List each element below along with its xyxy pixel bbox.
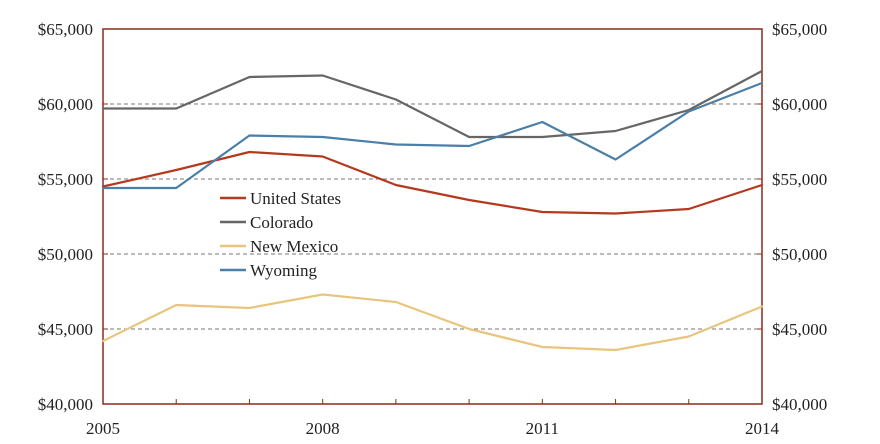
series-line-wyoming	[101, 81, 764, 190]
left-y-tick-label: $50,000	[38, 245, 93, 264]
legend-label: New Mexico	[250, 237, 338, 256]
x-tick-label: 2008	[306, 419, 340, 438]
series-lines	[101, 69, 764, 352]
left-y-axis-labels: $40,000 $45,000 $50,000 $55,000 $60,000 $65,0…	[38, 20, 93, 414]
left-y-tick-label: $55,000	[38, 170, 93, 189]
right-y-tick-label: $40,000	[772, 395, 827, 414]
grid-lines	[103, 103, 762, 330]
plot-border	[102, 28, 763, 405]
series-line-new-mexico	[101, 293, 764, 352]
x-axis-labels: 2005 2008 2011 2014	[86, 419, 780, 438]
series-line-colorado	[101, 69, 764, 139]
right-y-tick-label: $60,000	[772, 95, 827, 114]
plot-frame	[102, 28, 763, 405]
right-y-tick-label: $45,000	[772, 320, 827, 339]
legend-label: Wyoming	[250, 261, 317, 280]
right-y-tick-label: $55,000	[772, 170, 827, 189]
legend: United States Colorado New Mexico Wyoming	[220, 189, 341, 280]
left-y-tick-label: $60,000	[38, 95, 93, 114]
right-y-tick-label: $65,000	[772, 20, 827, 39]
right-y-tick-label: $50,000	[772, 245, 827, 264]
left-y-tick-label: $45,000	[38, 320, 93, 339]
right-y-axis-labels: $40,000 $45,000 $50,000 $55,000 $60,000 $65,0…	[772, 20, 827, 414]
series-line-united-states	[101, 150, 764, 215]
legend-label: United States	[250, 189, 341, 208]
left-y-tick-label: $40,000	[38, 395, 93, 414]
x-tick-label: 2005	[86, 419, 120, 438]
x-tick-label: 2014	[745, 419, 780, 438]
legend-label: Colorado	[250, 213, 313, 232]
x-tick-label: 2011	[526, 419, 559, 438]
left-y-tick-label: $65,000	[38, 20, 93, 39]
